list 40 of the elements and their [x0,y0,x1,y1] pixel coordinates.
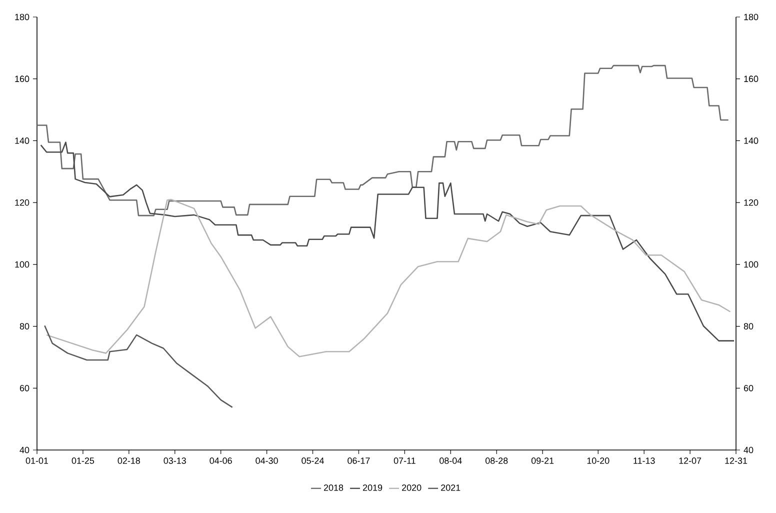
legend-label: 2021 [441,484,460,491]
x-tick-label: 01-25 [72,458,94,464]
line-series [46,198,731,358]
y2-tick-label: 160 [744,76,758,82]
x-tick-label: 12-07 [679,458,702,464]
y2-tick-label: 120 [744,199,758,206]
x-tick-label: 02-18 [118,458,140,464]
x-tick-label: 06-17 [348,458,370,464]
y-tick-label: 40 [20,446,30,454]
y2-tick-label: 40 [744,446,754,454]
x-tick-label: 08-04 [440,458,462,464]
legend-label: 2020 [402,484,422,491]
y2-tick-label: 100 [744,261,758,268]
x-tick-label: 07-11 [394,458,416,464]
y2-tick-label: 180 [744,14,758,20]
y-tick-label: 80 [20,323,30,330]
x-tick-label: 10-20 [587,458,610,464]
x-tick-label: 05-24 [302,458,324,464]
y2-tick-label: 140 [744,138,758,144]
y-tick-label: 140 [15,138,30,144]
x-tick-label: 12-31 [725,458,748,464]
x-tick-label: 04-30 [256,458,278,464]
y-tick-label: 120 [15,199,30,206]
x-tick-label: 08-28 [486,458,508,464]
y-tick-label: 180 [15,14,30,20]
y2-tick-label: 80 [744,323,754,330]
x-tick-label: 11-13 [634,458,655,464]
x-tick-label: 09-21 [531,458,554,464]
x-tick-label: 04-06 [210,458,232,464]
y-tick-label: 60 [20,384,30,392]
line-series [37,64,729,216]
y2-tick-label: 60 [744,384,754,392]
legend-label: 2018 [324,484,344,491]
line-series [40,142,735,342]
y-tick-label: 160 [15,76,30,82]
x-tick-label: 03-13 [164,458,186,464]
y-tick-label: 100 [15,261,30,268]
line-series [44,325,233,408]
legend-label: 2019 [363,484,382,491]
x-tick-label: 01-01 [26,458,48,464]
